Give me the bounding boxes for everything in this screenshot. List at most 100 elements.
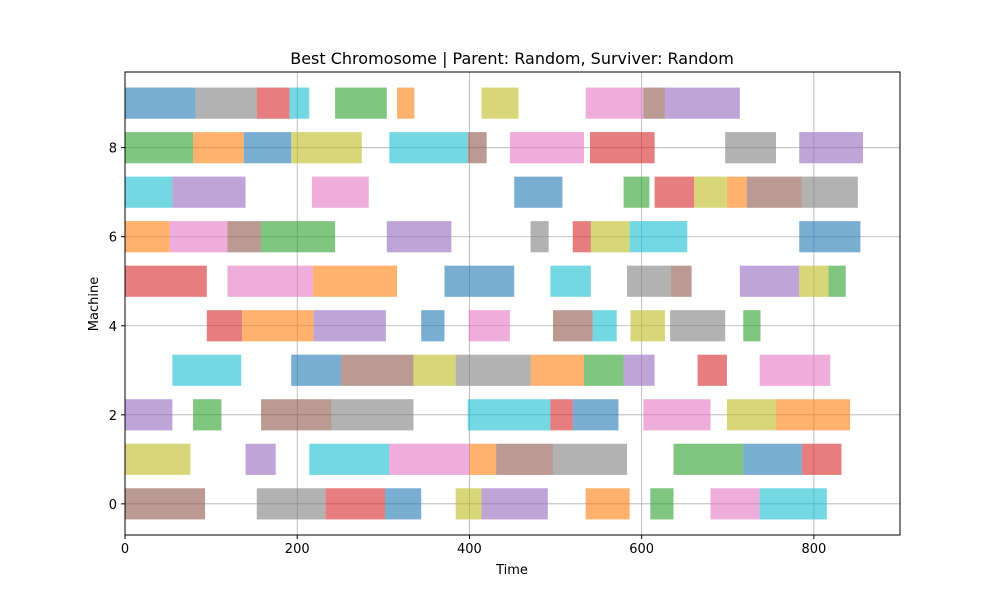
gantt-bar [514, 176, 563, 208]
y-tick-label: 8 [109, 142, 117, 157]
gantt-bar [335, 87, 387, 119]
gantt-bar [125, 265, 207, 297]
gantt-bar [311, 176, 369, 208]
gantt-bar [291, 354, 342, 386]
gantt-bar [726, 176, 747, 208]
gantt-bar [630, 310, 665, 342]
gantt-bar [585, 488, 630, 520]
gantt-bar [481, 87, 519, 119]
gantt-bar [627, 265, 671, 297]
gantt-bar [552, 310, 593, 342]
gantt-bar [468, 310, 510, 342]
gantt-bar [799, 221, 861, 253]
gantt-bar [670, 265, 692, 297]
gantt-bar [389, 132, 468, 164]
gantt-bar [413, 354, 456, 386]
y-tick-label: 6 [109, 231, 117, 246]
gantt-bar [650, 488, 674, 520]
gantt-bar [243, 132, 292, 164]
gantt-bar [172, 176, 246, 208]
gantt-bar [776, 399, 851, 431]
gantt-bar [312, 265, 398, 297]
gantt-bar [193, 399, 222, 431]
gantt-bar [291, 132, 362, 164]
x-tick-label: 200 [285, 542, 310, 557]
gantt-bar [697, 354, 727, 386]
gantt-bar [530, 354, 584, 386]
gantt-bar [583, 354, 624, 386]
gantt-bar [385, 488, 422, 520]
y-tick-label: 4 [109, 320, 117, 335]
gantt-bar [694, 176, 727, 208]
x-tick-label: 400 [457, 542, 482, 557]
gantt-bar [169, 221, 228, 253]
gantt-bar [386, 221, 452, 253]
gantt-bar [629, 221, 688, 253]
gantt-bar [585, 87, 644, 119]
x-tick-label: 0 [121, 542, 129, 557]
ticks: 0 200 400 600 800 0 2 4 6 8 [109, 142, 827, 557]
gantt-bar [261, 399, 332, 431]
gantt-bar [331, 399, 414, 431]
gantt-bar [261, 221, 336, 253]
gantt-bar [195, 87, 257, 119]
gantt-bar [623, 176, 650, 208]
gantt-bar [125, 87, 196, 119]
gantt-bar [227, 265, 313, 297]
gantt-bar [242, 310, 314, 342]
gantt-bar [759, 354, 831, 386]
gantt-bar [397, 87, 415, 119]
gantt-bar [739, 265, 800, 297]
gantt-bar [828, 265, 846, 297]
gantt-bar [572, 399, 619, 431]
gantt-bar [552, 443, 628, 475]
y-tick-label: 0 [109, 498, 117, 513]
gantt-bar [673, 443, 744, 475]
gantt-bar [530, 221, 549, 253]
gantt-bar [256, 87, 290, 119]
gantt-bar [670, 310, 726, 342]
gantt-bar [799, 265, 829, 297]
gantt-bar [746, 176, 802, 208]
gantt-bar [664, 87, 740, 119]
gantt-bar [592, 310, 617, 342]
gantt-bar [125, 176, 173, 208]
gantt-bar [125, 132, 194, 164]
gantt-bar [623, 354, 655, 386]
gantt-bar [710, 488, 760, 520]
gantt-bar [469, 443, 497, 475]
gantt-bar [444, 265, 515, 297]
gantt-bar [125, 488, 206, 520]
gantt-bar [572, 221, 591, 253]
gantt-bar [193, 132, 244, 164]
gantt-bar [799, 132, 863, 164]
gantt-bar [325, 488, 386, 520]
gantt-bar [172, 354, 242, 386]
gantt-bar [590, 221, 630, 253]
gantt-bar [341, 354, 414, 386]
gantt-bar [389, 443, 470, 475]
gantt-bar [759, 488, 827, 520]
gantt-bar [590, 132, 655, 164]
plot-frame [124, 71, 901, 536]
y-axis-label: Machine [87, 277, 102, 331]
gantt-bar [550, 265, 591, 297]
gantt-bar [801, 443, 842, 475]
gantt-bar [125, 443, 191, 475]
gantt-bar [125, 221, 170, 253]
x-tick-label: 600 [629, 542, 654, 557]
x-tick-label: 800 [801, 542, 826, 557]
gantt-bar [467, 399, 551, 431]
gantt-bar [509, 132, 584, 164]
x-axis-label: Time [495, 563, 528, 578]
gantt-bar [313, 310, 386, 342]
chart-title: Best Chromosome | Parent: Random, Surviv… [290, 49, 734, 68]
gantt-bar [256, 488, 326, 520]
gantt-bar [289, 87, 310, 119]
gantt-bar [725, 132, 776, 164]
gantt-bar [421, 310, 445, 342]
bars [125, 87, 863, 520]
gantt-bar [496, 443, 553, 475]
gantt-bar [643, 87, 665, 119]
